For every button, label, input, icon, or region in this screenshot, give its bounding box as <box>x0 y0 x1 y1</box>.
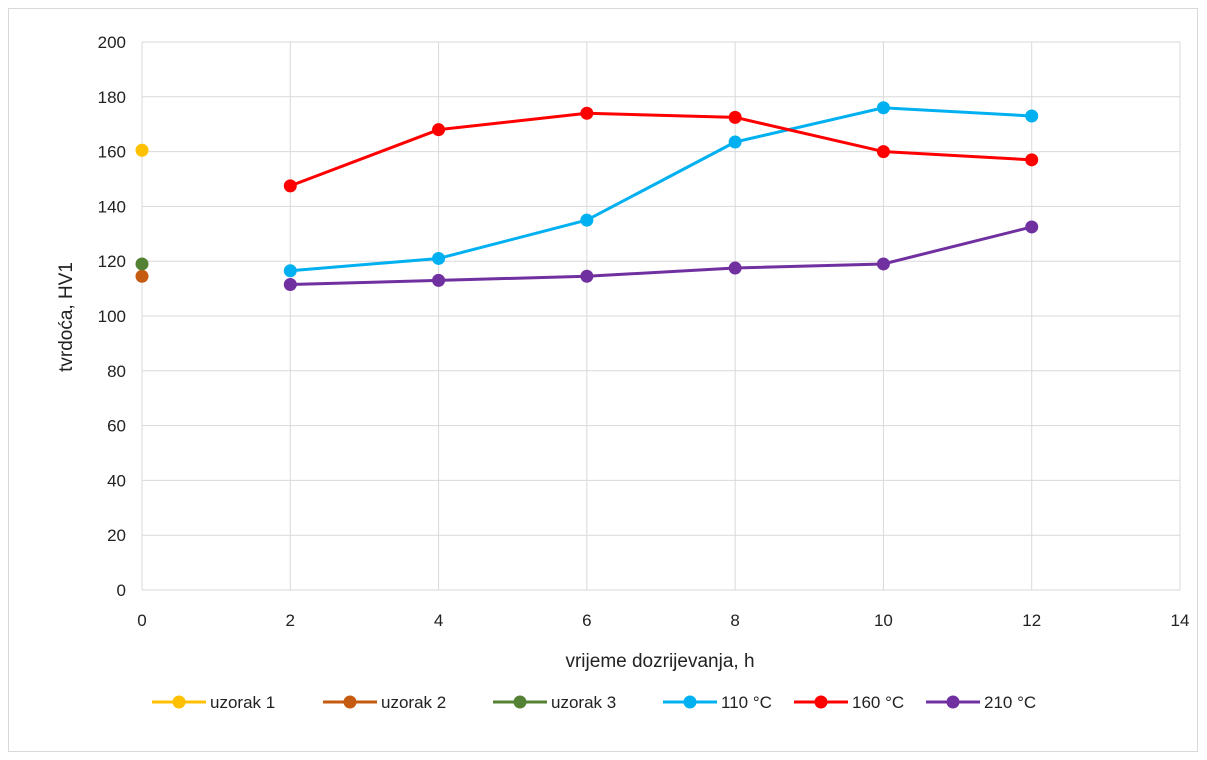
data-point <box>580 106 594 120</box>
series-5 <box>283 106 1039 193</box>
data-point <box>135 269 149 283</box>
series-2 <box>135 269 149 283</box>
data-point <box>432 251 446 265</box>
x-axis-ticks: 0 2 4 6 8 10 12 14 <box>137 611 1189 630</box>
x-tick-label: 4 <box>434 611 443 630</box>
x-tick-label: 10 <box>874 611 893 630</box>
legend-label: 160 °C <box>852 693 904 712</box>
y-tick-label: 100 <box>98 307 126 326</box>
x-tick-label: 2 <box>286 611 295 630</box>
data-point <box>580 213 594 227</box>
x-tick-label: 8 <box>730 611 739 630</box>
data-point <box>432 123 446 137</box>
data-point <box>1025 220 1039 234</box>
x-axis-title: vrijeme dozrijevanja, h <box>565 651 754 672</box>
x-tick-label: 6 <box>582 611 591 630</box>
x-tick-label: 12 <box>1022 611 1041 630</box>
data-point <box>135 143 149 157</box>
x-tick-label: 14 <box>1171 611 1190 630</box>
data-point <box>283 179 297 193</box>
legend-label: uzorak 3 <box>551 693 616 712</box>
legend-swatch-marker <box>946 695 960 709</box>
series-line <box>290 106 1032 273</box>
y-tick-label: 120 <box>98 252 126 271</box>
y-tick-label: 0 <box>117 581 126 600</box>
legend-item: 110 °C <box>663 693 772 712</box>
series-line <box>289 111 1032 188</box>
chart-frame <box>8 8 1198 752</box>
y-tick-label: 160 <box>98 143 126 162</box>
series-1 <box>135 143 149 157</box>
data-point <box>1025 153 1039 167</box>
data-point <box>135 257 149 271</box>
data-point <box>432 273 446 287</box>
y-tick-label: 180 <box>98 88 126 107</box>
data-point <box>283 277 297 291</box>
x-tick-label: 0 <box>137 611 146 630</box>
series-3 <box>135 257 149 271</box>
legend-label: uzorak 2 <box>381 693 446 712</box>
data-point <box>728 110 742 124</box>
series-6 <box>283 220 1039 291</box>
legend-item: uzorak 2 <box>323 693 446 712</box>
data-point <box>1025 109 1039 123</box>
legend-item: uzorak 3 <box>493 693 616 712</box>
y-tick-label: 20 <box>107 526 126 545</box>
grid <box>141 41 1181 591</box>
y-tick-label: 60 <box>107 417 126 436</box>
y-tick-label: 40 <box>107 471 126 490</box>
series-line <box>290 225 1033 286</box>
y-axis-ticks: 0 20 40 60 80 100 120 140 160 180 200 <box>98 33 126 600</box>
y-tick-label: 200 <box>98 33 126 52</box>
series-lines <box>135 101 1039 291</box>
y-tick-label: 80 <box>107 362 126 381</box>
data-point <box>728 135 742 149</box>
data-point <box>580 269 594 283</box>
data-point <box>876 145 890 159</box>
legend-swatch-marker <box>683 695 697 709</box>
data-point <box>876 257 890 271</box>
legend: uzorak 1 uzorak 2 uzorak 3 110 °C 160 °C 210 … <box>152 693 1036 712</box>
legend-swatch-marker <box>513 695 527 709</box>
y-tick-label: 140 <box>98 197 126 216</box>
legend-item: uzorak 1 <box>152 693 275 712</box>
data-point <box>728 261 742 275</box>
data-point <box>876 101 890 115</box>
legend-label: uzorak 1 <box>210 693 275 712</box>
legend-swatch-marker <box>172 695 186 709</box>
legend-label: 110 °C <box>721 693 772 712</box>
legend-swatch-marker <box>343 695 357 709</box>
series-4 <box>283 101 1039 278</box>
data-point <box>283 264 297 278</box>
legend-item: 160 °C <box>794 693 904 712</box>
legend-label: 210 °C <box>984 693 1036 712</box>
legend-item: 210 °C <box>926 693 1036 712</box>
y-axis-title: tvrdoća, HV1 <box>56 262 77 372</box>
legend-swatch-marker <box>814 695 828 709</box>
